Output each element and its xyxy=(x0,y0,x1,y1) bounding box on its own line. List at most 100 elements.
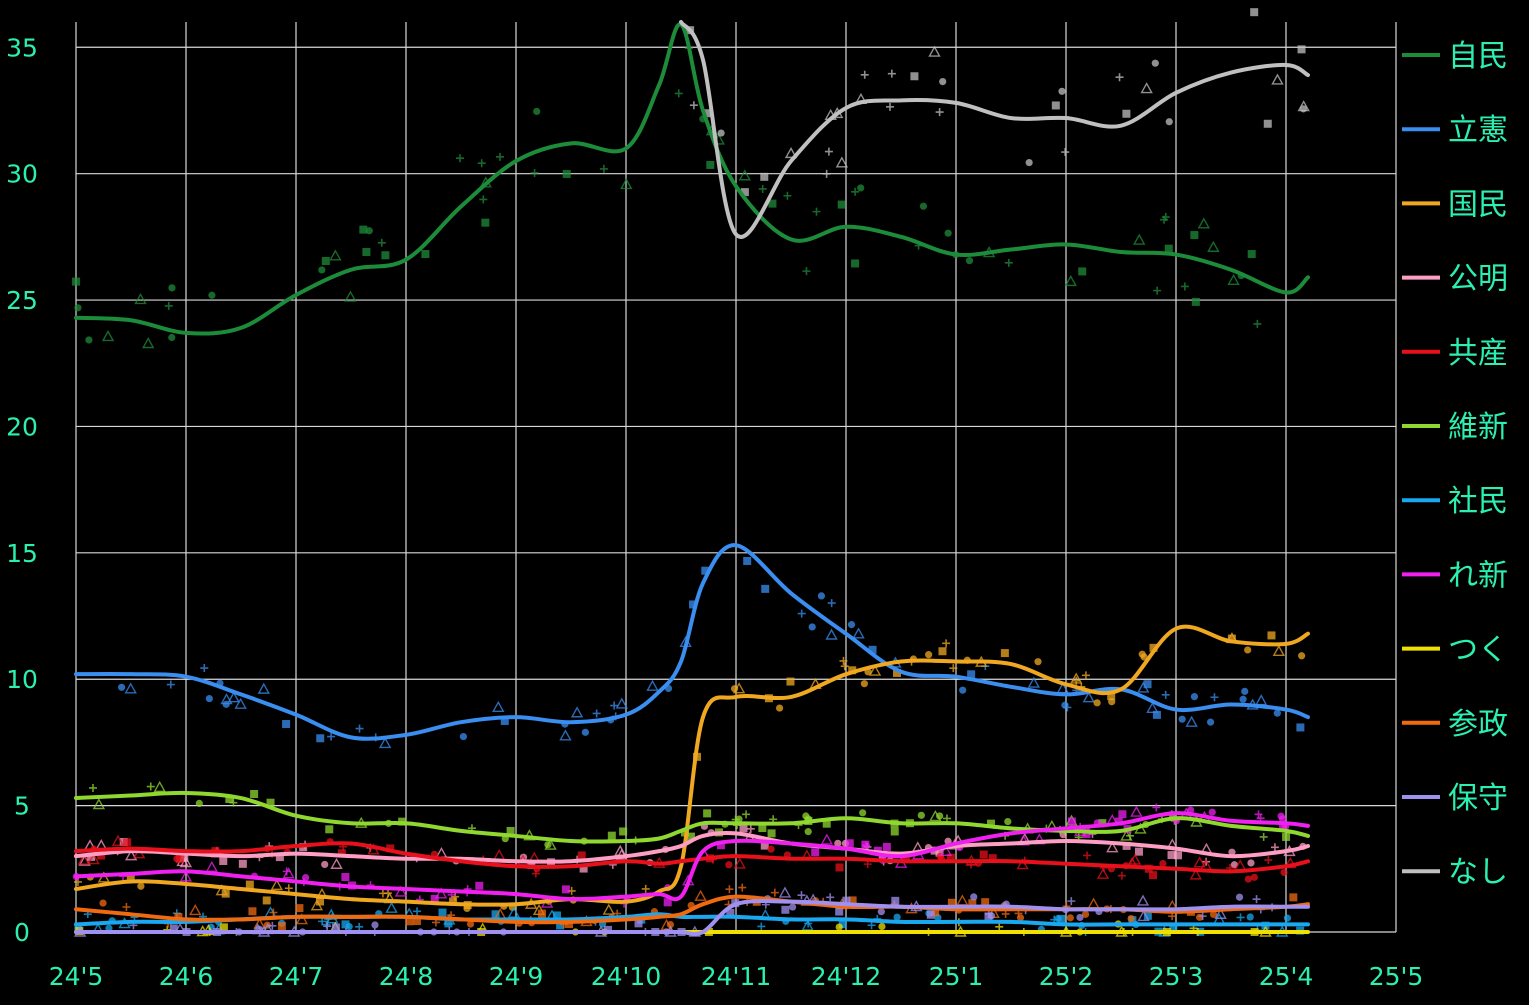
poll-marker xyxy=(1093,699,1101,707)
poll-marker xyxy=(646,679,659,691)
poll-marker xyxy=(325,908,338,920)
poll-marker xyxy=(1273,709,1281,717)
poll-marker xyxy=(1076,913,1084,922)
poll-marker xyxy=(570,706,584,718)
poll-marker xyxy=(868,664,882,676)
poll-marker xyxy=(935,848,944,857)
poll-marker xyxy=(610,701,619,710)
series-line xyxy=(74,543,1310,741)
poll-marker xyxy=(477,159,486,168)
poll-marker xyxy=(491,910,500,919)
poll-marker xyxy=(845,839,854,848)
poll-marker xyxy=(860,680,868,688)
poll-marker xyxy=(385,901,398,913)
poll-marker xyxy=(968,899,977,908)
y-tick-label: 5 xyxy=(14,792,30,821)
poll-marker xyxy=(1173,851,1182,860)
poll-marker xyxy=(1004,817,1012,826)
poll-marker xyxy=(812,207,821,216)
x-tick-label: 24'5 xyxy=(49,962,104,991)
y-tick-label: 0 xyxy=(14,918,30,947)
poll-marker xyxy=(731,685,739,693)
poll-marker xyxy=(761,584,770,593)
poll-marker xyxy=(266,798,275,807)
poll-marker xyxy=(1178,715,1186,723)
poll-marker xyxy=(1289,893,1298,902)
poll-marker xyxy=(981,898,990,907)
poll-marker xyxy=(1152,803,1161,812)
x-tick-label: 24'7 xyxy=(269,962,324,991)
series-line xyxy=(74,624,1310,907)
poll-marker xyxy=(987,819,996,828)
poll-marker xyxy=(739,824,748,833)
poll-marker xyxy=(797,891,806,900)
poll-marker xyxy=(268,921,277,930)
poll-marker xyxy=(219,923,228,932)
poll-marker xyxy=(1118,810,1127,819)
poll-marker xyxy=(725,861,733,869)
poll-marker xyxy=(786,677,795,686)
poll-marker xyxy=(168,284,176,292)
x-tick-label: 25'3 xyxy=(1149,962,1204,991)
poll-marker xyxy=(507,906,521,918)
legend-label: れ新 xyxy=(1448,558,1508,593)
poll-marker xyxy=(738,169,751,181)
poll-marker xyxy=(935,108,944,117)
poll-marker xyxy=(1070,672,1083,684)
poll-marker xyxy=(1122,109,1131,118)
poll-marker xyxy=(860,70,869,79)
poll-marker xyxy=(893,913,901,921)
poll-marker xyxy=(219,856,228,865)
poll-marker xyxy=(1164,244,1173,253)
poll-marker xyxy=(842,896,851,905)
poll-marker xyxy=(381,251,390,260)
poll-marker xyxy=(552,911,561,920)
poll-marker xyxy=(1146,701,1159,714)
poll-marker xyxy=(562,169,571,178)
poll-marker xyxy=(1160,215,1169,224)
poll-marker xyxy=(1189,868,1202,880)
poll-marker xyxy=(262,896,271,905)
series-line xyxy=(679,20,1310,239)
poll-marker xyxy=(1227,634,1236,643)
poll-marker xyxy=(533,107,541,116)
poll-marker xyxy=(1206,718,1215,726)
poll-marker xyxy=(1143,911,1152,920)
poll-marker xyxy=(405,917,414,926)
poll-marker xyxy=(1058,87,1066,95)
series-line xyxy=(74,899,1310,937)
poll-marker xyxy=(926,910,935,919)
poll-marker xyxy=(500,716,509,725)
poll-marker xyxy=(1128,853,1142,865)
poll-marker xyxy=(544,838,557,850)
poll-marker xyxy=(817,592,826,600)
poll-marker xyxy=(743,556,752,565)
poll-marker xyxy=(180,853,189,862)
poll-marker xyxy=(412,917,421,926)
poll-marker xyxy=(1228,848,1236,856)
series-line xyxy=(74,811,1310,902)
poll-marker xyxy=(1067,817,1076,826)
poll-marker xyxy=(901,854,910,863)
poll-marker xyxy=(1282,832,1291,841)
poll-marker xyxy=(1001,909,1010,918)
series-line xyxy=(74,22,1310,336)
poll-marker xyxy=(947,898,956,907)
poll-marker xyxy=(1127,914,1135,923)
poll-marker xyxy=(434,887,448,899)
x-tick-label: 24'12 xyxy=(811,962,882,991)
poll-marker xyxy=(87,852,96,861)
poll-marker xyxy=(169,924,178,933)
poll-marker xyxy=(475,881,484,890)
poll-marker xyxy=(179,870,193,882)
poll-marker xyxy=(1208,808,1216,816)
poll-marker xyxy=(1280,868,1288,877)
poll-marker xyxy=(835,863,844,872)
poll-marker xyxy=(449,897,458,906)
poll-marker xyxy=(822,169,831,178)
poll-marker xyxy=(801,919,814,931)
poll-marker xyxy=(674,89,683,98)
poll-marker xyxy=(1115,73,1124,82)
poll-marker xyxy=(345,923,353,931)
